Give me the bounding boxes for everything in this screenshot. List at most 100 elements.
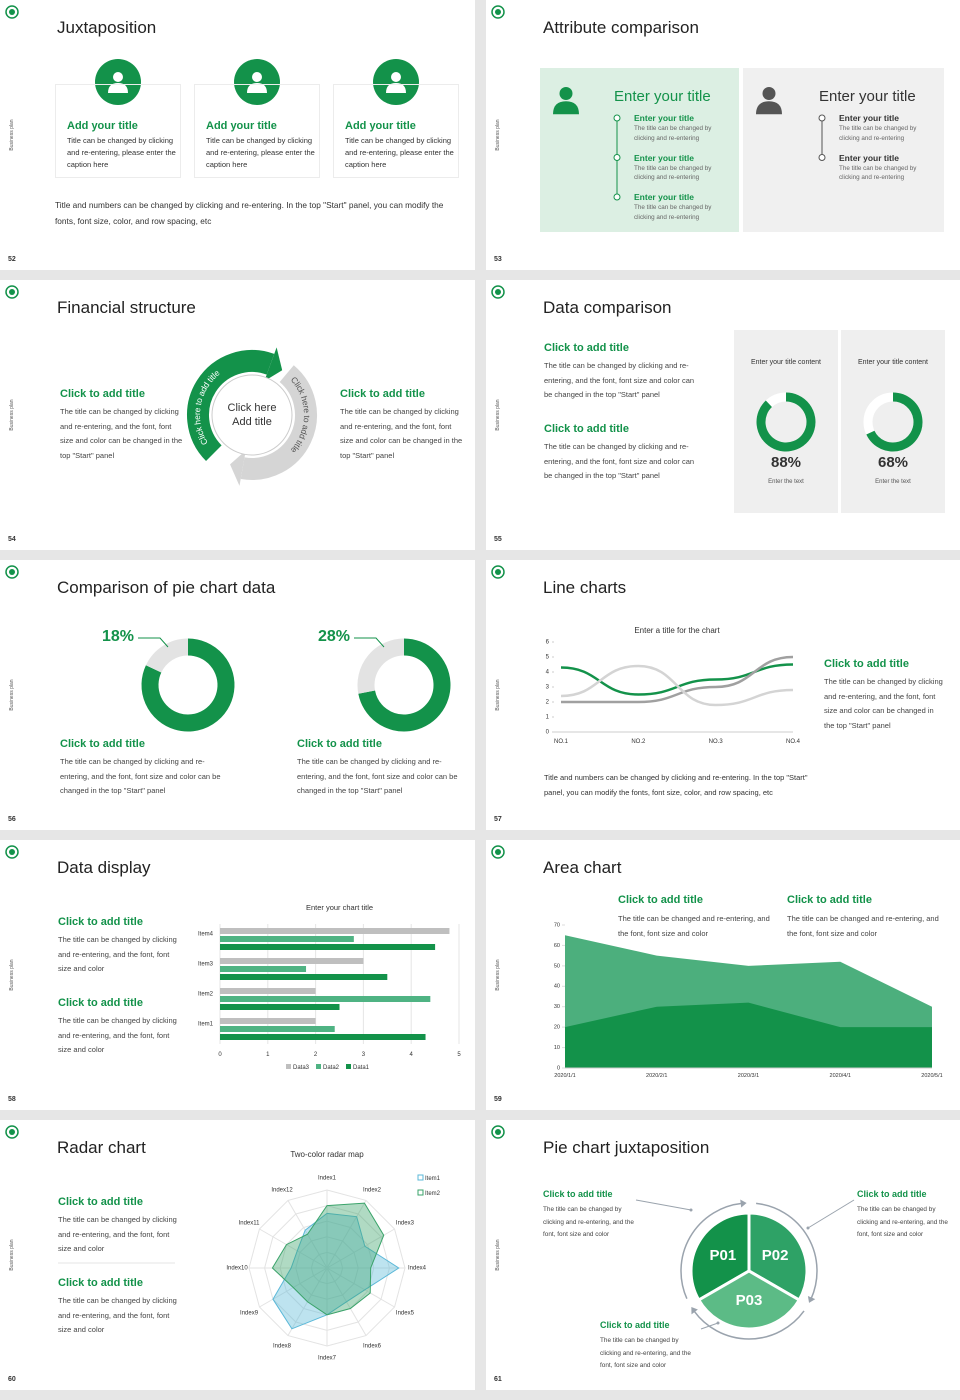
- slide-number: 53: [494, 256, 502, 263]
- bar: [220, 1034, 426, 1040]
- x-tick-label: NO.4: [786, 739, 801, 745]
- pointer-line: [807, 1199, 855, 1229]
- x-tick-label: 4: [410, 1052, 414, 1058]
- segment-label: P02: [762, 1247, 789, 1264]
- x-tick-label: NO.3: [709, 739, 724, 745]
- logo-core: [9, 1129, 15, 1135]
- item-title: Enter your title: [634, 152, 694, 163]
- slide: Juxtaposition Business plan 52 Add your tit…: [0, 0, 475, 270]
- x-tick-label: NO.2: [631, 739, 646, 745]
- card-text: Title can be changed by clicking and re-…: [345, 136, 454, 169]
- card-text: Title can be changed by clicking and re-…: [206, 136, 315, 169]
- card: [55, 84, 181, 178]
- y-tick-label: 5: [546, 655, 550, 661]
- block-title: Click to add title: [787, 894, 872, 906]
- slide-graphics: [5, 565, 451, 732]
- ring-arrow: [807, 1296, 816, 1303]
- leader: [138, 637, 169, 648]
- radar-label: Index12: [271, 1188, 293, 1194]
- slide-title: Data display: [57, 858, 151, 877]
- slide-graphics: Index1 Index2 Index3 Index4 Index5 Index6 Inde…: [5, 1125, 441, 1362]
- note: Title and numbers can be changed by clic…: [55, 200, 444, 226]
- icon-body: [247, 83, 267, 93]
- arrow-gray: [230, 450, 246, 486]
- arc-gray: [240, 365, 317, 480]
- slide-number: 55: [494, 536, 502, 543]
- slide-number: 61: [494, 1376, 502, 1383]
- legend-label: Data3: [293, 1065, 310, 1071]
- slide-number: 52: [8, 256, 16, 263]
- y-tick-label: 0: [546, 730, 550, 736]
- slide: Data comparison Business plan 55 Click to a…: [486, 280, 960, 550]
- panel-title: Enter your title: [614, 88, 711, 105]
- y-tick-label: 20: [554, 1025, 560, 1031]
- pointer-line: [700, 1322, 719, 1330]
- logo-core: [9, 849, 15, 855]
- item-title: Enter your title: [634, 113, 694, 123]
- radar-label: Index1: [318, 1176, 337, 1182]
- icon-head: [762, 87, 776, 100]
- arc-green: [187, 350, 275, 461]
- radar-label: Index3: [396, 1221, 415, 1227]
- slide-graphics: [491, 285, 945, 513]
- chart-title: Enter a title for the chart: [634, 626, 720, 635]
- y-tick-label: 6: [546, 640, 550, 646]
- side-label: Business plan: [495, 1239, 501, 1271]
- block-text: The title can be changed by clicking and…: [543, 1206, 634, 1238]
- icon-head: [391, 72, 401, 82]
- slide: Click here to add title Click here to add…: [0, 280, 475, 550]
- block-text: The title can be changed by clicking and…: [340, 407, 463, 460]
- logo-core: [495, 9, 501, 15]
- block-title: Click to add title: [544, 342, 629, 354]
- icon-head: [113, 72, 123, 82]
- logo-core: [495, 289, 501, 295]
- slide: 0 10 20 30 40 50 60 70 2020/1/1 2020/2/1 2020/3/1 2…: [486, 840, 960, 1110]
- slide: Attribute comparison Business plan 53 Enter…: [486, 0, 960, 270]
- radar-label: Index10: [226, 1266, 248, 1272]
- line-series: [560, 664, 794, 707]
- slide-title: Area chart: [543, 858, 622, 877]
- arrow-green: [264, 347, 283, 382]
- logo-core: [9, 9, 15, 15]
- segment-label: P01: [710, 1247, 737, 1264]
- x-tick-label: 2020/2/1: [646, 1073, 667, 1079]
- card: [333, 84, 459, 178]
- radar-label: Index8: [273, 1344, 292, 1350]
- radar-label: Index6: [363, 1344, 382, 1350]
- y-tick-label: Item1: [198, 1022, 214, 1028]
- x-tick-label: 2020/5/1: [921, 1073, 942, 1079]
- radar-label: Index4: [408, 1266, 427, 1272]
- segment-label: P03: [736, 1292, 763, 1309]
- value-label: 28%: [318, 628, 351, 645]
- center-label: Add title: [232, 416, 272, 428]
- slide-title: Financial structure: [57, 298, 196, 317]
- side-label: Business plan: [495, 679, 501, 711]
- caption: Enter the text: [768, 479, 804, 485]
- bar: [220, 936, 354, 942]
- slide-number: 54: [8, 536, 16, 543]
- logo-core: [9, 569, 15, 575]
- radar-label: Index2: [363, 1188, 382, 1194]
- timeline-dot: [613, 114, 621, 122]
- panel: [734, 330, 838, 513]
- timeline-dot: [818, 154, 826, 161]
- value-label: 88%: [770, 454, 802, 471]
- block-text: The title can be changed by clicking and…: [58, 1215, 177, 1253]
- side-label: Business plan: [495, 399, 501, 431]
- legend-swatch: [286, 1064, 291, 1069]
- item-text: The title can be changed by clicking and…: [839, 125, 917, 142]
- legend-label: Item1: [425, 1176, 441, 1182]
- pointer-dot: [716, 1321, 720, 1325]
- y-tick-label: 40: [554, 984, 560, 990]
- block-title: Click to add title: [58, 1196, 143, 1208]
- donut-value: [145, 638, 189, 673]
- logo-core: [495, 569, 501, 575]
- bar: [220, 996, 431, 1002]
- panel: [743, 68, 944, 232]
- pointer-dot: [806, 1226, 810, 1230]
- side-label: Business plan: [495, 119, 501, 151]
- timeline-dot: [818, 114, 826, 122]
- center-label: Click here: [227, 402, 277, 414]
- note: Title and numbers can be changed by clic…: [544, 773, 808, 797]
